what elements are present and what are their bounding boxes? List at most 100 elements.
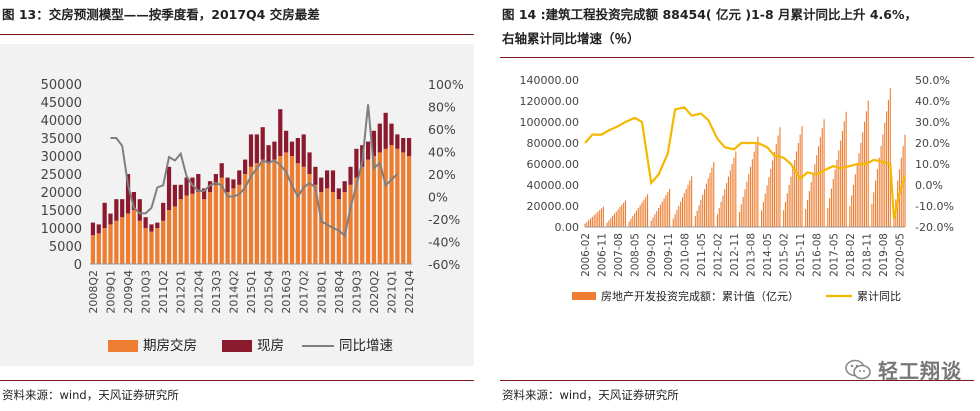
left-x-tick-label: 2011Q2 [157, 270, 170, 314]
bar-qifang-jiaofang [383, 148, 388, 264]
bar-real-estate-investment [882, 134, 884, 227]
bar-xianfang [231, 179, 236, 189]
bar-xianfang [289, 141, 295, 156]
bar-real-estate-investment [834, 169, 836, 227]
bar-real-estate-investment [729, 170, 731, 227]
right-x-tick-label: 2014-05 [762, 233, 774, 277]
left-y-tick-label: 15000 [41, 204, 82, 219]
bar-real-estate-investment [748, 174, 750, 227]
bar-real-estate-investment [849, 205, 851, 227]
bar-real-estate-investment [740, 204, 742, 227]
bar-real-estate-investment [663, 198, 665, 227]
bar-xianfang [155, 222, 160, 228]
left-x-tick-label: 2019Q3 [350, 270, 363, 314]
left-y-tick-label: 20000 [41, 186, 82, 201]
wechat-icon [845, 359, 871, 379]
bar-real-estate-investment [845, 111, 847, 227]
right-chart-y-right-tick-label: 0.0% [915, 179, 943, 192]
left-y-tick-label: 50000 [41, 78, 82, 93]
bar-real-estate-investment [676, 210, 678, 227]
bar-real-estate-investment [772, 160, 774, 227]
bar-xianfang [389, 123, 394, 146]
bar-real-estate-investment [878, 157, 880, 227]
bar-qifang-jiaofang [278, 156, 283, 264]
bar-qifang-jiaofang [213, 184, 218, 264]
bar-xianfang [120, 199, 125, 218]
left-bottom-rule [0, 380, 474, 381]
bar-qifang-jiaofang [207, 192, 213, 264]
bar-qifang-jiaofang [365, 159, 371, 264]
bar-real-estate-investment [696, 210, 698, 227]
bar-qifang-jiaofang [260, 159, 265, 264]
bar-xianfang [137, 199, 142, 221]
bar-real-estate-investment [876, 169, 878, 227]
bar-real-estate-investment [823, 119, 825, 227]
bar-real-estate-investment [863, 121, 866, 227]
bar-qifang-jiaofang [131, 210, 137, 264]
bar-real-estate-investment [761, 210, 763, 227]
bar-real-estate-investment [871, 203, 873, 227]
bar-real-estate-investment [652, 217, 654, 227]
bar-real-estate-investment [827, 207, 829, 227]
bar-xianfang [178, 184, 183, 200]
left-x-tick-label: 2015Q1 [245, 270, 258, 314]
right-chart-y-right-tick-label: 20.0% [915, 137, 950, 150]
bar-real-estate-investment [757, 136, 759, 227]
right-x-tick-label: 2016-08 [812, 233, 824, 277]
bar-real-estate-investment [860, 142, 862, 227]
bar-real-estate-investment [632, 216, 634, 227]
right-x-tick-label: 2019-08 [878, 233, 890, 277]
bar-xianfang [307, 152, 312, 174]
bar-real-estate-investment [608, 220, 610, 227]
bar-real-estate-investment [744, 189, 746, 227]
left-top-rule [0, 34, 474, 35]
right-bottom-rule [500, 380, 974, 381]
right-y-tick-label: 80% [428, 100, 456, 115]
right-legend: 房地产开发投资完成额：累计值（亿元） 累计同比 [572, 289, 901, 303]
bar-qifang-jiaofang [149, 231, 154, 264]
left-x-tick-label: 2020Q2 [368, 270, 381, 314]
right-chart-y-right-tick-label: 10.0% [915, 158, 950, 171]
bar-xianfang [319, 177, 324, 192]
bar-real-estate-investment [588, 220, 590, 227]
legend-swatch-qifang-jiaofang [108, 340, 138, 352]
bar-real-estate-investment [814, 164, 816, 227]
bar-real-estate-investment [639, 205, 641, 227]
bar-qifang-jiaofang [231, 188, 236, 264]
bar-xianfang [248, 134, 254, 167]
bar-real-estate-investment [661, 201, 663, 227]
right-chart-y-left-tick-label: 120000.00 [520, 95, 580, 108]
bar-qifang-jiaofang [389, 145, 394, 264]
bar-real-estate-investment [884, 122, 886, 227]
right-x-tick-label: 2015-11 [795, 233, 807, 277]
left-x-tick-label: 2018Q1 [315, 270, 328, 314]
left-figure-title: 图 13：交房预测模型——按季度看，2017Q4 交房最差 [2, 7, 320, 22]
line-cumulative-yoy [584, 106, 907, 219]
bar-xianfang [401, 138, 406, 153]
bar-real-estate-investment [643, 199, 645, 227]
bar-real-estate-investment [672, 218, 674, 227]
bar-real-estate-investment [700, 199, 702, 227]
right-y-tick-label: -60% [428, 257, 460, 272]
right-x-tick-label: 2017-05 [828, 233, 840, 277]
bar-real-estate-investment [742, 196, 744, 227]
right-y-tick-label: -20% [428, 212, 460, 227]
right-chart-y-left-tick-label: 20000.00 [527, 200, 580, 213]
bar-real-estate-investment [595, 213, 597, 227]
bar-real-estate-investment [812, 173, 814, 227]
right-x-tick-label: 2011-05 [696, 233, 708, 277]
left-x-tick-label: 2013Q3 [210, 270, 223, 314]
bar-xianfang [313, 166, 318, 185]
bar-real-estate-investment [687, 184, 689, 227]
watermark: 轻工翔谈 [844, 355, 962, 384]
bar-real-estate-investment [735, 151, 737, 227]
bar-real-estate-investment [749, 166, 752, 227]
bar-real-estate-investment [768, 177, 770, 227]
bar-xianfang [295, 138, 300, 164]
bar-qifang-jiaofang [266, 163, 271, 264]
bar-real-estate-investment [593, 215, 595, 227]
bar-real-estate-investment [702, 194, 704, 227]
bar-xianfang [213, 174, 218, 185]
bar-real-estate-investment [726, 182, 728, 227]
bar-qifang-jiaofang [237, 184, 242, 264]
